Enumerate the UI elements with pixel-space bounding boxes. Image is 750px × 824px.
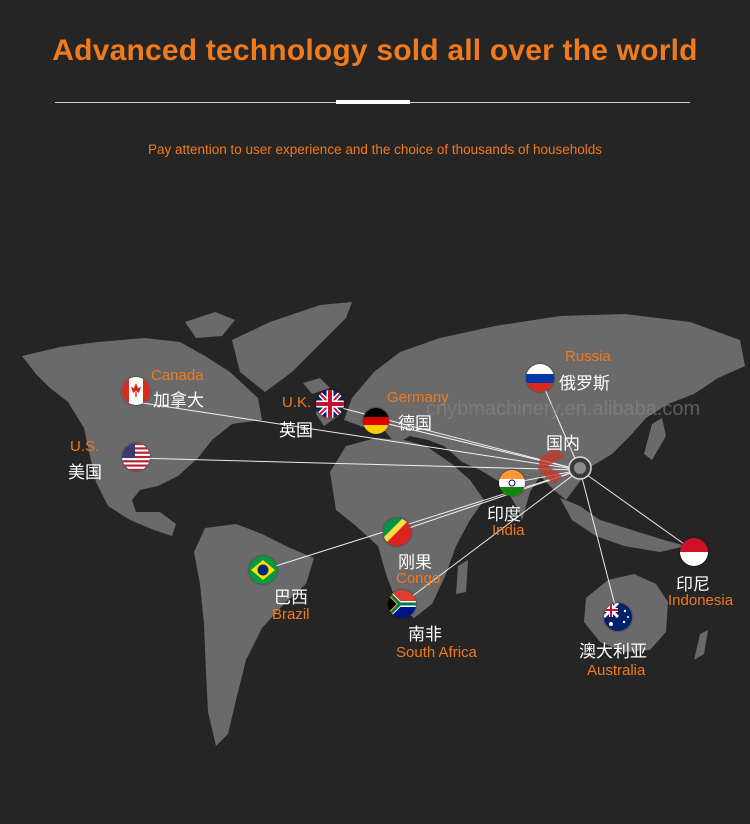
south-africa-flag-icon xyxy=(388,590,416,618)
us-label-en: U.S. xyxy=(70,438,100,455)
canada-label-en: Canada xyxy=(151,367,204,384)
germany-label-en: Germany xyxy=(387,389,449,406)
page-subtitle: Pay attention to user experience and the… xyxy=(147,142,603,157)
south-africa-label-cn: 南非 xyxy=(408,625,442,645)
route-congo xyxy=(396,469,581,533)
congo-flag-icon xyxy=(383,518,411,546)
indonesia-label-cn: 印尼 xyxy=(676,575,710,595)
canada-label-cn: 加拿大 xyxy=(153,391,204,411)
russia-label-en: Russia xyxy=(565,348,611,365)
greenland-shape xyxy=(232,302,352,392)
brazil-label-cn: 巴西 xyxy=(274,588,308,608)
us-label-cn: 美国 xyxy=(68,463,102,483)
page-title: Advanced technology sold all over the wo… xyxy=(52,34,698,67)
germany-flag-icon xyxy=(363,408,389,434)
congo-label-en: Congo xyxy=(396,570,441,587)
divider-accent xyxy=(336,100,410,104)
uk-label-en: U.K. xyxy=(282,394,312,411)
route-canada xyxy=(135,401,581,471)
route-australia xyxy=(579,469,619,618)
russia-label-cn: 俄罗斯 xyxy=(559,374,610,394)
route-russia xyxy=(539,377,581,471)
iceland-shape xyxy=(303,378,330,394)
continents xyxy=(22,302,745,746)
australia-flag-icon xyxy=(604,603,632,631)
australia-label-en: Australia xyxy=(587,662,646,679)
indonesia-flag-icon xyxy=(680,538,708,566)
hub-label-cn: 国内 xyxy=(546,434,580,454)
brazil-label-en: Brazil xyxy=(272,606,310,623)
route-south-africa xyxy=(401,469,581,605)
route-lines xyxy=(135,377,695,618)
uk-label-cn: 英国 xyxy=(279,421,313,441)
southeast-asia-shape xyxy=(560,498,686,552)
uk-flag-icon xyxy=(316,390,344,418)
north-america-shape xyxy=(22,338,262,536)
china-hub-marker xyxy=(538,448,592,484)
congo-label-cn: 刚果 xyxy=(398,553,432,573)
eurasia-shape xyxy=(344,314,745,520)
watermark: cnybmachinery.en.alibaba.com xyxy=(426,398,701,420)
russia-flag-icon xyxy=(526,364,554,392)
route-indonesia xyxy=(579,469,695,552)
india-label-en: India xyxy=(492,522,525,539)
new-zealand-shape xyxy=(694,630,708,660)
canada-flag-icon xyxy=(122,377,150,405)
germany-label-cn: 德国 xyxy=(398,414,432,434)
indonesia-label-en: Indonesia xyxy=(668,592,734,609)
australia-label-cn: 澳大利亚 xyxy=(579,642,647,662)
brazil-flag-icon xyxy=(249,556,277,584)
us-flag-icon xyxy=(122,443,150,471)
arctic-islands-shape xyxy=(185,312,235,338)
india-flag-icon xyxy=(499,470,525,496)
south-africa-label-en: South Africa xyxy=(396,644,477,661)
madagascar-shape xyxy=(456,560,468,594)
japan-shape xyxy=(644,418,666,460)
india-label-cn: 印度 xyxy=(487,505,521,525)
route-us xyxy=(135,457,581,471)
south-america-shape xyxy=(194,524,314,746)
route-brazil xyxy=(262,469,581,571)
